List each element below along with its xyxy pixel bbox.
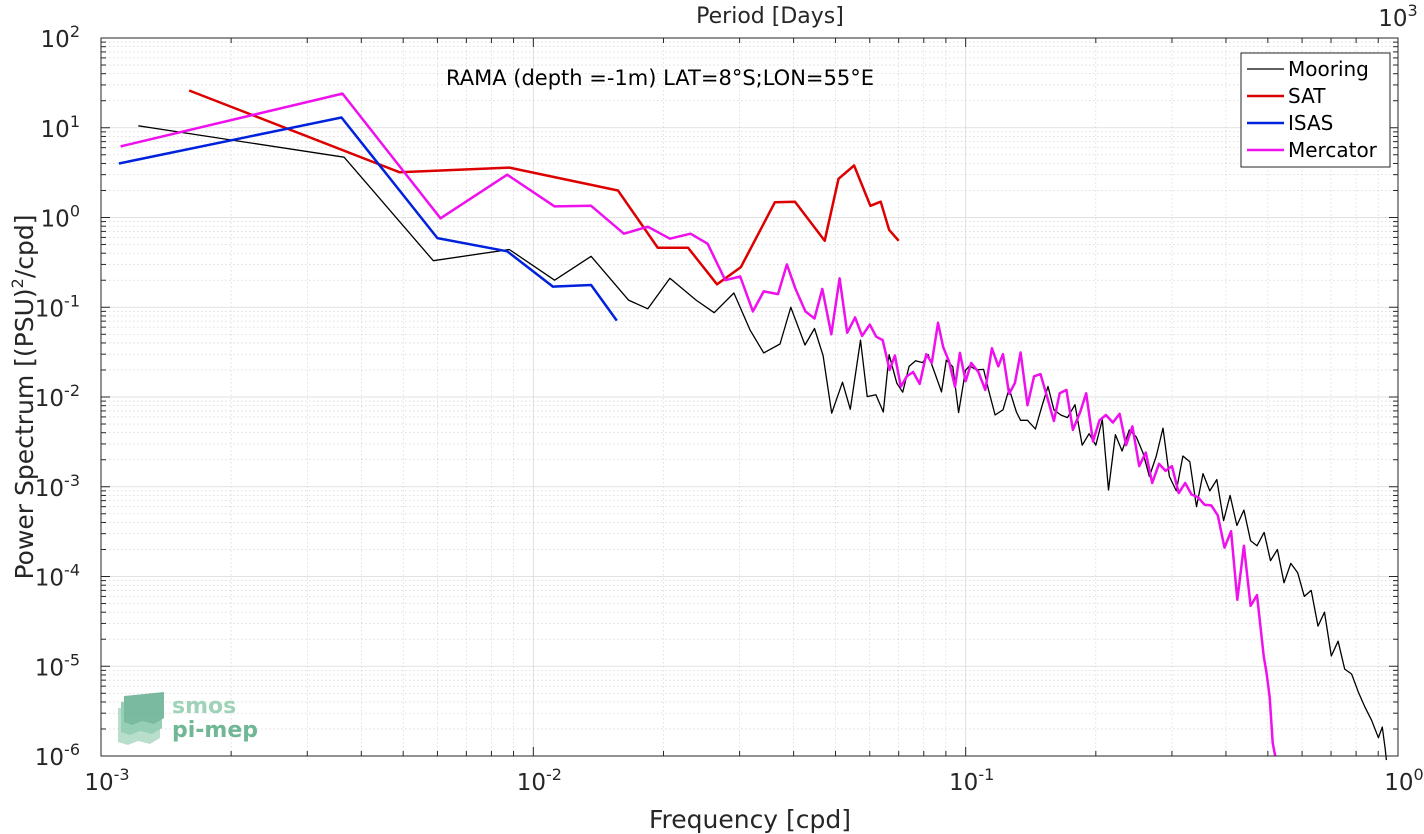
y-tick-label: 10-2: [35, 381, 80, 412]
y-tick-label-exponent: 0: [70, 202, 80, 221]
top-tick-label: 103: [1378, 1, 1417, 32]
y-tick-label-exponent: 2: [70, 22, 80, 41]
y-tick-label-base: 10: [35, 566, 64, 592]
x-axis-label: Frequency [cpd]: [649, 805, 851, 834]
y-axis-label-sup: 2: [8, 278, 27, 288]
y-tick-label-exponent: -2: [64, 381, 80, 400]
x-tick-label-exponent: -1: [978, 765, 994, 784]
chart-title: RAMA (depth =-1m) LAT=8°S;LON=55°E: [446, 66, 874, 90]
y-tick-label-exponent: -6: [64, 740, 80, 759]
logo-layers-icon: [118, 692, 164, 745]
series-line-isas: [118, 116, 618, 322]
y-axis-label: Power Spectrum [(PSU)2/cpd]: [8, 215, 39, 580]
series-line-mooring: [138, 125, 1388, 761]
logo-text-smos: smos: [172, 694, 236, 719]
tick-labels: 10-310-210-110010310210110010210110010-1…: [35, 1, 1424, 796]
logo-text-pi-mep: pi-mep: [172, 718, 258, 743]
legend-label-sat: SAT: [1288, 84, 1326, 108]
x-tick-label: 10-3: [84, 765, 129, 796]
x-tick-label-base: 10: [84, 770, 113, 796]
legend-label-isas: ISAS: [1288, 111, 1333, 135]
y-tick-label: 102: [41, 22, 80, 53]
y-tick-label: 101: [41, 112, 80, 143]
x-tick-label-exponent: 0: [1414, 765, 1424, 784]
x-tick-label: 100: [1384, 765, 1423, 796]
y-tick-label-exponent: -1: [64, 291, 80, 310]
top-axis-label: Period [Days]: [696, 4, 844, 29]
y-tick-label-base: 10: [35, 476, 64, 502]
y-tick-label-base: 10: [35, 745, 64, 771]
y-tick-label: 10-4: [35, 561, 80, 592]
tick-marks: [100, 38, 1398, 757]
legend-label-mercator: Mercator: [1288, 138, 1378, 162]
x-tick-label: 10-2: [517, 765, 562, 796]
y-tick-label-base: 10: [41, 207, 70, 233]
x-tick-label-exponent: -3: [114, 765, 130, 784]
smos-pi-mep-logo: smos pi-mep: [118, 692, 258, 745]
x-tick-label-base: 10: [949, 770, 978, 796]
y-tick-label-exponent: 1: [70, 112, 80, 131]
y-axis-label-main: Power Spectrum [(PSU): [10, 288, 39, 579]
y-tick-label-base: 10: [35, 655, 64, 681]
y-tick-label: 10-3: [35, 471, 80, 502]
top-tick-label-exponent: 3: [1408, 1, 1418, 20]
series-line-mercator: [120, 92, 1277, 757]
x-tick-label: 10-1: [949, 765, 994, 796]
y-tick-label-base: 10: [35, 386, 64, 412]
grid: [101, 38, 1398, 756]
series-layer: [118, 89, 1388, 761]
x-tick-label-base: 10: [1384, 770, 1413, 796]
x-tick-label-base: 10: [517, 770, 546, 796]
y-tick-label-exponent: -4: [64, 561, 80, 580]
top-tick-label-base: 10: [1378, 6, 1407, 32]
x-tick-label-exponent: -2: [546, 765, 562, 784]
y-tick-label: 10-6: [35, 740, 80, 771]
legend-box: [1240, 52, 1391, 168]
y-tick-label-exponent: -3: [64, 471, 80, 490]
legend-label-mooring: Mooring: [1288, 57, 1369, 81]
y-tick-label: 10-5: [35, 650, 80, 681]
y-tick-label: 100: [41, 202, 80, 233]
y-tick-label-base: 10: [35, 296, 64, 322]
y-tick-label: 10-1: [35, 291, 80, 322]
y-tick-label-exponent: -5: [64, 650, 80, 669]
y-tick-label-base: 10: [41, 27, 70, 53]
legend: Mooring SAT ISAS Mercator: [1240, 52, 1391, 168]
series-line-sat: [188, 89, 900, 286]
y-tick-label-base: 10: [41, 117, 70, 143]
y-axis-label-tail: /cpd]: [10, 215, 39, 279]
